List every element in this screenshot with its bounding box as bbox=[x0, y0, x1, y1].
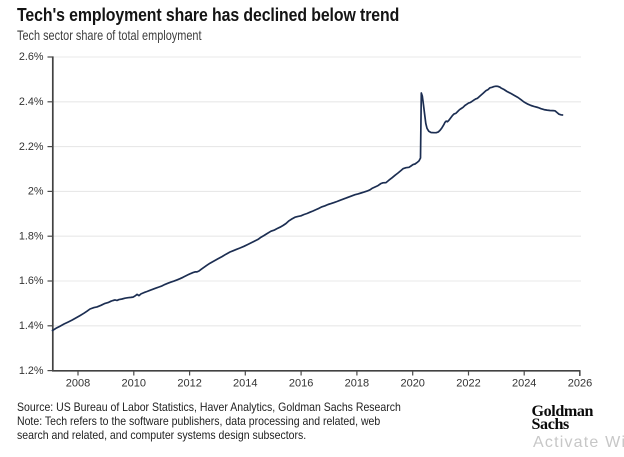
svg-text:2%: 2% bbox=[28, 186, 44, 198]
svg-text:2018: 2018 bbox=[345, 378, 369, 390]
svg-text:2.6%: 2.6% bbox=[19, 51, 44, 63]
svg-text:2012: 2012 bbox=[177, 378, 201, 390]
svg-text:1.6%: 1.6% bbox=[19, 275, 44, 287]
svg-text:2024: 2024 bbox=[512, 378, 536, 390]
svg-text:2.2%: 2.2% bbox=[19, 141, 44, 153]
svg-text:2016: 2016 bbox=[289, 378, 313, 390]
svg-text:2020: 2020 bbox=[400, 378, 424, 390]
svg-text:2.4%: 2.4% bbox=[19, 96, 44, 108]
svg-text:2008: 2008 bbox=[66, 378, 90, 390]
svg-text:2014: 2014 bbox=[233, 378, 257, 390]
svg-text:1.4%: 1.4% bbox=[19, 320, 44, 332]
svg-text:1.8%: 1.8% bbox=[19, 230, 44, 242]
svg-text:2010: 2010 bbox=[122, 378, 146, 390]
svg-text:2026: 2026 bbox=[568, 378, 592, 390]
svg-text:1.2%: 1.2% bbox=[19, 365, 44, 377]
svg-text:2022: 2022 bbox=[456, 378, 480, 390]
